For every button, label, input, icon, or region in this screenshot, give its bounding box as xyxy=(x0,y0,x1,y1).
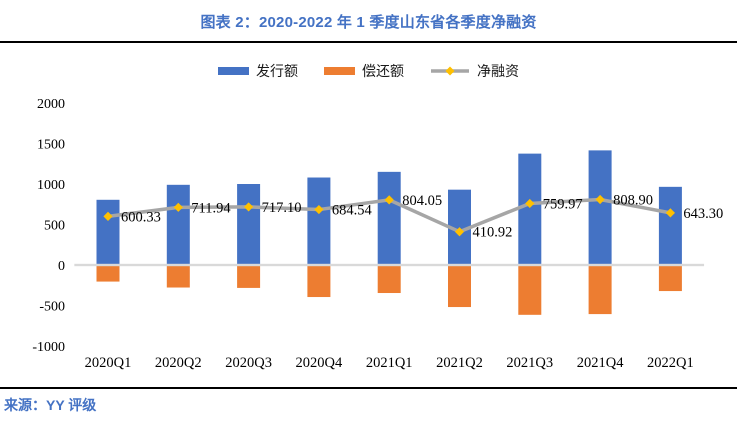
data-label-2020Q1: 600.33 xyxy=(121,209,161,225)
legend-label-issuance: 发行额 xyxy=(256,65,298,80)
net-line-marker-icon xyxy=(431,66,469,76)
net-marker-2021Q4 xyxy=(595,194,605,205)
zero-axis-line xyxy=(74,263,705,267)
x-tick-label: 2020Q1 xyxy=(85,355,132,371)
x-tick-label: 2022Q1 xyxy=(647,355,694,371)
x-tick-label: 2021Q4 xyxy=(577,355,624,371)
bar-repayment-2021Q1 xyxy=(377,265,401,294)
y-tick-label: 2000 xyxy=(37,97,65,112)
issuance-swatch-icon xyxy=(218,67,249,75)
chart-title: 图表 2：2020-2022 年 1 季度山东省各季度净融资 xyxy=(200,14,537,31)
net-marker-2020Q3 xyxy=(244,202,254,212)
bar-issuance-2021Q1 xyxy=(377,171,401,265)
legend-label-repayment: 偿还额 xyxy=(362,65,404,80)
data-label-2021Q1: 804.05 xyxy=(402,193,442,209)
legend-label-net: 净融资 xyxy=(477,65,519,80)
data-label-2020Q4: 684.54 xyxy=(332,203,373,219)
bar-issuance-2022Q1 xyxy=(658,186,682,265)
y-tick-label: 1500 xyxy=(37,138,65,153)
net-marker-2020Q2 xyxy=(173,202,183,212)
y-tick-label: 1000 xyxy=(37,178,65,193)
data-label-2021Q2: 410.92 xyxy=(473,225,513,241)
data-label-2021Q3: 759.97 xyxy=(543,196,583,212)
x-tick-label: 2020Q2 xyxy=(155,355,202,371)
y-tick-label: -500 xyxy=(39,300,65,315)
x-tick-label: 2021Q1 xyxy=(366,355,413,371)
y-tick-label: 0 xyxy=(58,259,65,274)
bar-issuance-2020Q2 xyxy=(166,184,190,265)
y-tick-label: -1000 xyxy=(32,340,65,355)
footer-divider-line xyxy=(0,387,737,389)
net-marker-2020Q4 xyxy=(314,204,324,215)
net-marker-2020Q1 xyxy=(103,211,113,221)
title-divider-line xyxy=(0,41,737,43)
data-label-2022Q1: 643.30 xyxy=(683,206,723,222)
bar-issuance-2021Q4 xyxy=(588,150,612,265)
bar-repayment-2021Q2 xyxy=(448,265,471,308)
data-label-2020Q3: 717.10 xyxy=(262,200,302,216)
repayment-swatch-icon xyxy=(324,67,355,75)
bar-repayment-2020Q1 xyxy=(96,265,120,282)
net-marker-2021Q2 xyxy=(454,227,465,237)
net-marker-2022Q1 xyxy=(665,208,675,218)
bar-repayment-2020Q2 xyxy=(166,265,190,288)
x-tick-label: 2020Q4 xyxy=(296,355,343,371)
net-marker-2021Q3 xyxy=(525,198,535,209)
x-tick-label: 2020Q3 xyxy=(225,355,272,371)
bar-issuance-2021Q3 xyxy=(518,153,542,265)
bar-repayment-2021Q4 xyxy=(588,265,612,315)
net-marker-2021Q1 xyxy=(384,195,394,205)
y-tick-label: 500 xyxy=(44,219,65,234)
x-tick-label: 2021Q2 xyxy=(436,355,483,371)
bar-repayment-2020Q3 xyxy=(237,265,261,288)
legend-item-issuance: 发行额 xyxy=(218,61,298,81)
source-note: 来源：YY 评级 xyxy=(4,397,97,413)
data-label-2020Q2: 711.94 xyxy=(191,200,231,216)
bar-repayment-2022Q1 xyxy=(658,265,682,292)
bar-repayment-2021Q3 xyxy=(518,265,542,315)
bar-repayment-2020Q4 xyxy=(307,265,331,298)
chart-legend: 发行额 偿还额 净融资 xyxy=(0,62,737,80)
legend-item-repayment: 偿还额 xyxy=(324,61,404,81)
bar-issuance-2020Q1 xyxy=(96,199,120,265)
bar-issuance-2020Q3 xyxy=(237,184,261,265)
data-label-2021Q4: 808.90 xyxy=(613,192,653,208)
legend-item-net: 净融资 xyxy=(430,61,519,81)
x-tick-label: 2021Q3 xyxy=(506,355,553,371)
bar-issuance-2020Q4 xyxy=(307,177,331,265)
